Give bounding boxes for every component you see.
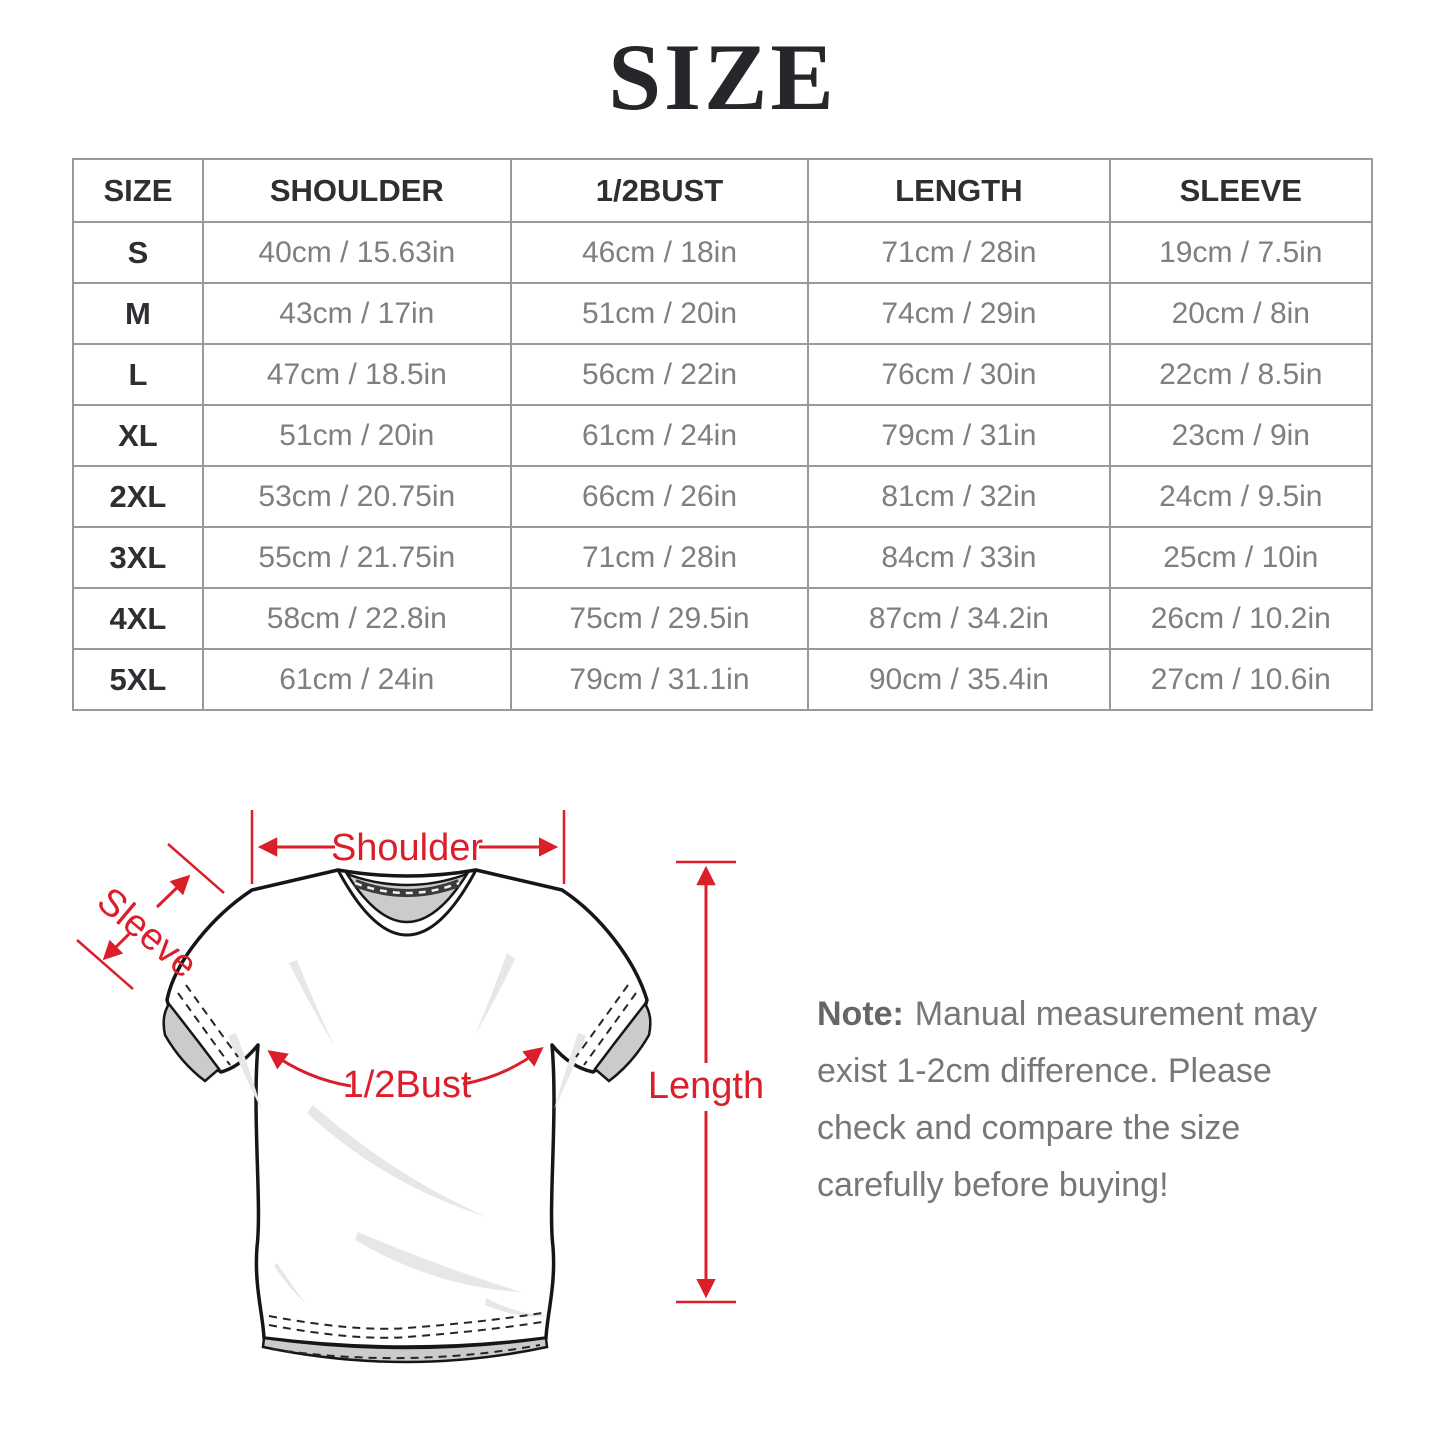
table-row: M 43cm / 17in 51cm / 20in 74cm / 29in 20… xyxy=(72,282,1374,345)
note-line: carefully before buying! xyxy=(817,1166,1169,1204)
column-header-sleeve: SLEEVE xyxy=(1108,158,1374,223)
sleeve-label: Sleeve xyxy=(89,880,205,987)
sleeve-cell: 24cm / 9.5in xyxy=(1108,465,1374,528)
note-line: check and compare the size xyxy=(817,1109,1241,1147)
shoulder-cell: 61cm / 24in xyxy=(201,648,512,711)
size-cell: S xyxy=(72,221,204,284)
right-cuff xyxy=(593,1001,652,1083)
half-bust-cell: 51cm / 20in xyxy=(509,282,810,345)
half-bust-cell: 46cm / 18in xyxy=(509,221,810,284)
length-cell: 87cm / 34.2in xyxy=(807,587,1111,650)
size-cell: 2XL xyxy=(72,465,204,528)
sleeve-cell: 23cm / 9in xyxy=(1108,404,1374,467)
note-line: exist 1-2cm difference. Please xyxy=(817,1052,1272,1090)
tshirt-outline xyxy=(165,868,649,1349)
column-header-size: SIZE xyxy=(72,158,204,223)
shoulder-cell: 43cm / 17in xyxy=(201,282,512,345)
table-row: 3XL 55cm / 21.75in 71cm / 28in 84cm / 33… xyxy=(72,526,1374,589)
size-cell: M xyxy=(72,282,204,345)
length-cell: 76cm / 30in xyxy=(807,343,1111,406)
shoulder-cell: 58cm / 22.8in xyxy=(201,587,512,650)
length-label: Length xyxy=(648,1065,764,1107)
length-cell: 79cm / 31in xyxy=(807,404,1111,467)
left-cuff xyxy=(162,1001,221,1083)
table-row: XL 51cm / 20in 61cm / 24in 79cm / 31in 2… xyxy=(72,404,1374,467)
half-bust-label: 1/2Bust xyxy=(343,1064,472,1106)
half-bust-cell: 61cm / 24in xyxy=(509,404,810,467)
table-row: L 47cm / 18.5in 56cm / 22in 76cm / 30in … xyxy=(72,343,1374,406)
table-row: 5XL 61cm / 24in 79cm / 31.1in 90cm / 35.… xyxy=(72,648,1374,711)
length-cell: 71cm / 28in xyxy=(807,221,1111,284)
half-bust-cell: 56cm / 22in xyxy=(509,343,810,406)
length-cell: 74cm / 29in xyxy=(807,282,1111,345)
length-cell: 81cm / 32in xyxy=(807,465,1111,528)
shoulder-cell: 47cm / 18.5in xyxy=(201,343,512,406)
half-bust-cell: 71cm / 28in xyxy=(509,526,810,589)
tshirt-illustration xyxy=(162,868,652,1364)
size-cell: XL xyxy=(72,404,204,467)
half-bust-cell: 66cm / 26in xyxy=(509,465,810,528)
note-label: Note: xyxy=(817,995,904,1033)
size-cell: 4XL xyxy=(72,587,204,650)
size-table: SIZE SHOULDER 1/2BUST LENGTH SLEEVE S 40… xyxy=(72,158,1374,711)
front-neckline xyxy=(336,868,478,937)
sleeve-cell: 22cm / 8.5in xyxy=(1108,343,1374,406)
column-header-length: LENGTH xyxy=(807,158,1111,223)
shoulder-label: Shoulder xyxy=(331,827,483,869)
table-row: S 40cm / 15.63in 46cm / 18in 71cm / 28in… xyxy=(72,221,1374,284)
half-bust-cell: 75cm / 29.5in xyxy=(509,587,810,650)
size-cell: 3XL xyxy=(72,526,204,589)
shoulder-cell: 40cm / 15.63in xyxy=(201,221,512,284)
length-cell: 84cm / 33in xyxy=(807,526,1111,589)
tshirt-measurement-diagram: Shoulder Sleeve 1/2Bust Length xyxy=(76,810,764,1364)
sleeve-cell: 20cm / 8in xyxy=(1108,282,1374,345)
note-text: Note: Manual measurement may exist 1-2cm … xyxy=(817,986,1377,1214)
size-cell: 5XL xyxy=(72,648,204,711)
sleeve-cell: 19cm / 7.5in xyxy=(1108,221,1374,284)
page-title: SIZE xyxy=(608,24,837,130)
size-cell: L xyxy=(72,343,204,406)
table-header-row: SIZE SHOULDER 1/2BUST LENGTH SLEEVE xyxy=(72,158,1374,223)
sleeve-cell: 26cm / 10.2in xyxy=(1108,587,1374,650)
column-header-half-bust: 1/2BUST xyxy=(509,158,810,223)
half-bust-cell: 79cm / 31.1in xyxy=(509,648,810,711)
column-header-shoulder: SHOULDER xyxy=(201,158,512,223)
table-row: 2XL 53cm / 20.75in 66cm / 26in 81cm / 32… xyxy=(72,465,1374,528)
table-row: 4XL 58cm / 22.8in 75cm / 29.5in 87cm / 3… xyxy=(72,587,1374,650)
note-line: Note: Manual measurement may xyxy=(817,986,1377,1043)
note-line-text: Manual measurement may xyxy=(914,995,1318,1033)
sleeve-cell: 25cm / 10in xyxy=(1108,526,1374,589)
shoulder-cell: 53cm / 20.75in xyxy=(201,465,512,528)
shoulder-cell: 55cm / 21.75in xyxy=(201,526,512,589)
sleeve-cell: 27cm / 10.6in xyxy=(1108,648,1374,711)
shoulder-cell: 51cm / 20in xyxy=(201,404,512,467)
length-cell: 90cm / 35.4in xyxy=(807,648,1111,711)
